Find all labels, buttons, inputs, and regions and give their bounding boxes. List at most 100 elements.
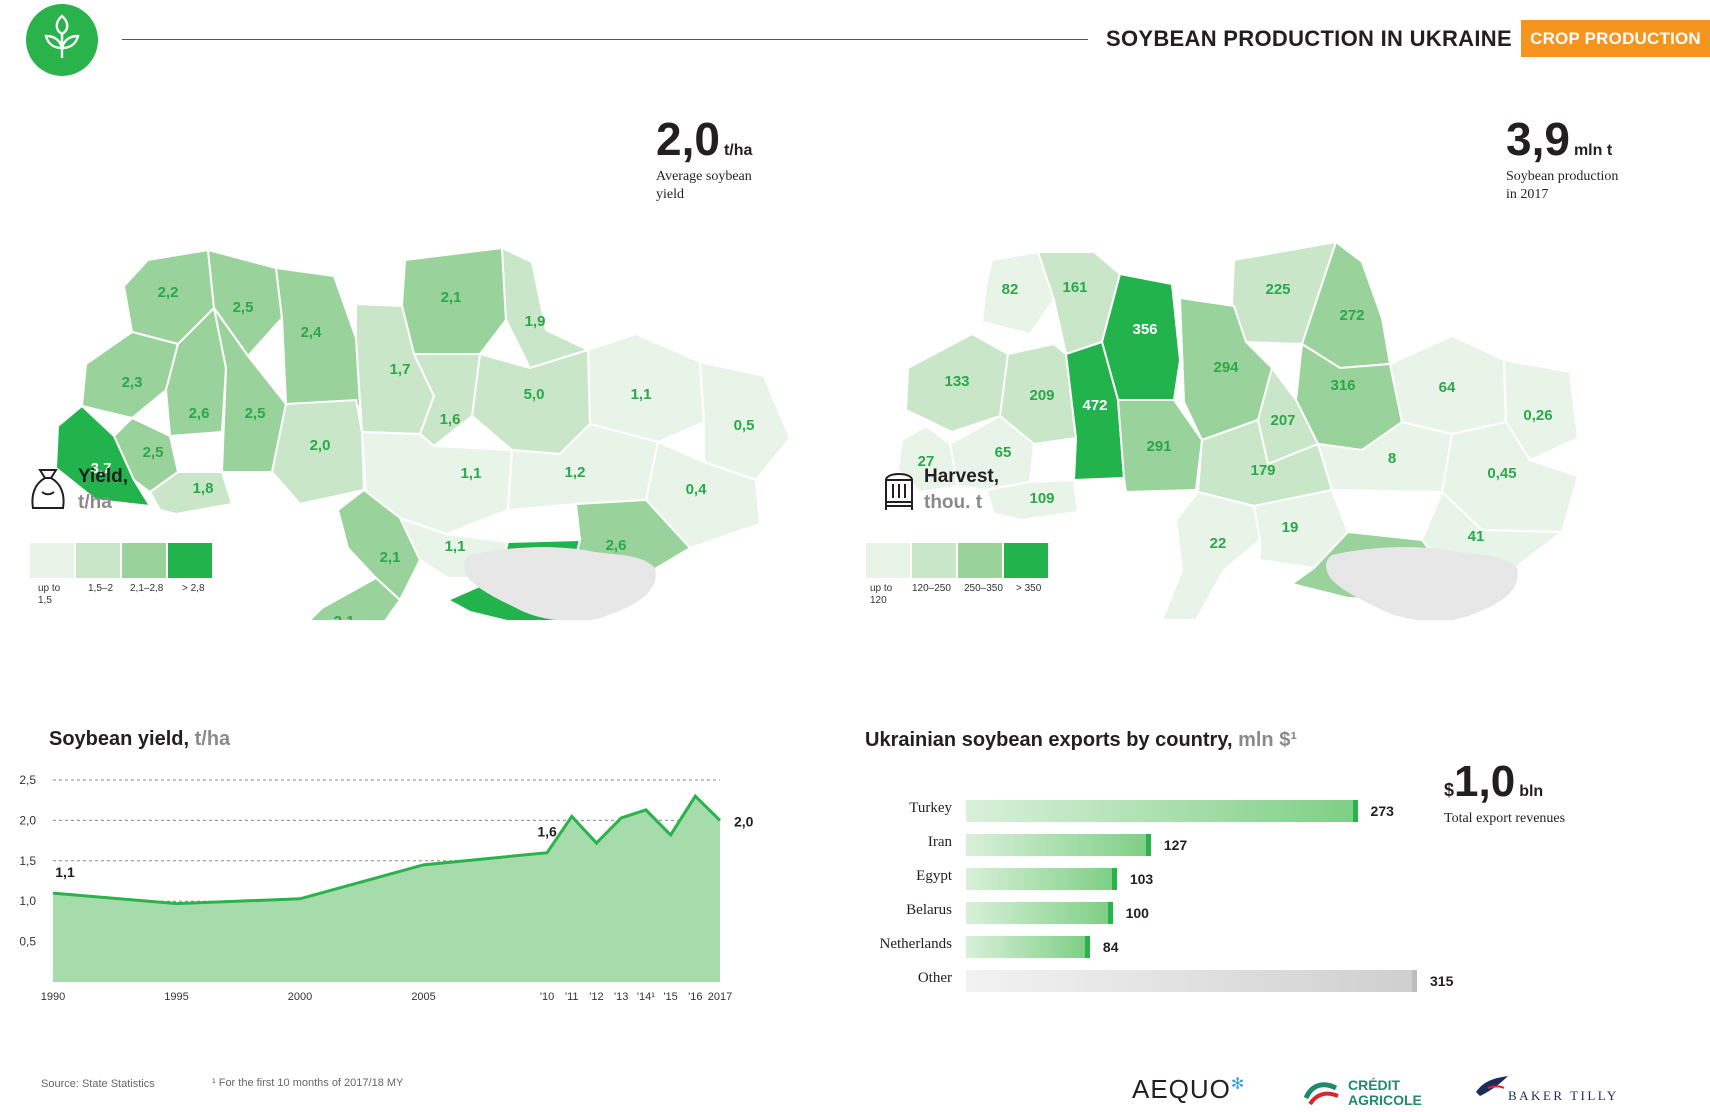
map-region-label: 2,0 (310, 437, 331, 454)
map-region-label: 2,5 (245, 405, 266, 422)
map-region-label: 1,6 (440, 411, 461, 428)
area-fill (53, 796, 720, 982)
silo-icon (884, 473, 914, 510)
map-region-label: 82 (1002, 281, 1019, 298)
map-region-label: 1,1 (631, 386, 652, 403)
legend-label: 120–250 (912, 583, 951, 594)
production-value: 3,9 (1506, 113, 1570, 165)
map-region (1160, 490, 1262, 620)
export-bar (966, 970, 1417, 992)
map-region-label: 2,1 (441, 289, 462, 306)
map-region-label: 0,4 (686, 481, 708, 498)
data-label: 1,6 (537, 824, 557, 840)
x-tick-label: '11 (565, 991, 579, 1003)
bar-value-label: 127 (1163, 837, 1188, 853)
yield-chart-title-unit: t/ha (194, 728, 231, 750)
map-region-label: 0,5 (734, 417, 755, 434)
brand-ca-line2: AGRICOLE (1348, 1092, 1422, 1108)
avg-yield-desc-1: Average soybean (656, 169, 752, 184)
y-tick-label: 2,5 (19, 773, 36, 787)
legend-label: > 350 (1016, 583, 1042, 594)
export-bar (966, 800, 1358, 822)
map-region-label: 1,2 (565, 464, 586, 481)
legend-swatch-tier1 (866, 543, 910, 578)
avg-yield-value: 2,0 (656, 113, 720, 165)
yield-chart-title: Soybean yield, t/ha (49, 728, 230, 751)
x-tick-label: '14¹ (637, 991, 655, 1003)
map-region-label: 5,0 (524, 386, 545, 403)
snowflake-icon: ✻ (1230, 1076, 1246, 1093)
legend-swatch-tier2 (76, 543, 120, 578)
y-tick-label: 0,5 (19, 935, 36, 949)
map-region-label: 2,1 (334, 613, 355, 620)
avg-yield-desc-2: yield (656, 187, 684, 202)
brand-ca-line1: CRÉDIT (1348, 1077, 1401, 1093)
category-label: Egypt (916, 868, 952, 884)
bar-value-label: 315 (1430, 973, 1454, 989)
legend-swatch-tier3 (122, 543, 166, 578)
map-region-label: 2,1 (380, 549, 401, 566)
x-tick-label: 2017 (708, 991, 732, 1003)
map-region-label: 207 (1270, 412, 1295, 429)
yield-line (52, 793, 722, 906)
map-region (984, 478, 1080, 522)
map-region (1502, 358, 1580, 462)
header-rule (122, 39, 1088, 40)
export-total-desc: Total export revenues (1444, 811, 1566, 826)
category-label: Other (917, 970, 952, 986)
legend-swatch-tier2 (912, 543, 956, 578)
legend-swatch-tier4 (168, 543, 212, 578)
map-region-label: 27 (918, 453, 935, 470)
bar-value-label: 273 (1370, 803, 1394, 819)
map-region-label: 41 (1468, 528, 1485, 545)
map-region-label: 8 (1388, 450, 1396, 467)
harvest-legend-unit: thou. t (924, 492, 983, 513)
logo-badge (26, 4, 98, 76)
x-tick-label: '15 (663, 991, 677, 1003)
legend-swatch-tier4 (1004, 543, 1048, 578)
leaf-icon (44, 14, 80, 58)
map-region-label: 19 (1282, 519, 1299, 536)
bar-value-label: 84 (1102, 939, 1119, 955)
production-desc-2: in 2017 (1506, 187, 1549, 202)
map-region (500, 246, 591, 370)
map-region (1116, 399, 1204, 494)
yield-chart-title-text: Soybean yield, (49, 728, 190, 750)
exports-chart-title: Ukrainian soybean exports by country, ml… (865, 729, 1297, 752)
yield-legend-scale: up to 1,5 1,5–2 2,1–2,8 > 2,8 (30, 543, 220, 613)
map-region-label: 291 (1146, 438, 1171, 455)
source-note: Source: State Statistics (41, 1078, 155, 1090)
map-region-label: 0,45 (1487, 465, 1516, 482)
x-tick-label: '10 (540, 991, 554, 1003)
avg-yield-stat: 2,0 t/ha Average soybean yield (656, 116, 752, 204)
category-label: Turkey (909, 800, 952, 816)
x-tick-label: '12 (589, 991, 603, 1003)
export-bar (966, 834, 1151, 856)
map-region-label: 179 (1250, 462, 1275, 479)
category-label: Iran (927, 834, 952, 850)
yield-legend-unit: t/ha (78, 492, 112, 513)
category-label: Netherlands (879, 936, 952, 952)
map-region-label: 64 (1439, 379, 1456, 396)
map-region-label: 472 (1082, 397, 1107, 414)
map-region-label: 133 (944, 373, 969, 390)
exports-chart-title-text: Ukrainian soybean exports by country, (865, 729, 1233, 751)
yield-area-chart: 0,5 1,0 1,5 2,0 2,5 1990 1995 2000 2005 '10 '11 '12… (19, 773, 753, 1003)
category-label: Belarus (906, 902, 952, 918)
map-region-label: 2,5 (233, 299, 254, 316)
bird-icon (1476, 1076, 1508, 1096)
export-total-value: 1,0 (1454, 757, 1516, 806)
exports-chart-title-unit: mln $¹ (1238, 729, 1297, 751)
export-total-prefix: $ (1444, 780, 1455, 800)
production-desc-1: Soybean production (1506, 169, 1619, 184)
map-region-label: 1,8 (193, 480, 214, 497)
x-tick-label: '13 (614, 991, 628, 1003)
yield-map: 2,2 2,5 2,4 2,1 1,9 2,3 2,6 2,5 1,7 5,0 1,1 0,5 1,6 2… (54, 246, 792, 620)
map-region-label: 22 (1210, 535, 1227, 552)
legend-label: up to 1,5 (38, 583, 61, 606)
y-tick-label: 1,5 (19, 854, 36, 868)
page-title: SOYBEAN PRODUCTION IN UKRAINE (1106, 26, 1512, 51)
x-tick-label: 1990 (41, 991, 65, 1003)
data-label: 1,1 (55, 864, 75, 880)
map-region-label: 0,26 (1523, 407, 1552, 424)
